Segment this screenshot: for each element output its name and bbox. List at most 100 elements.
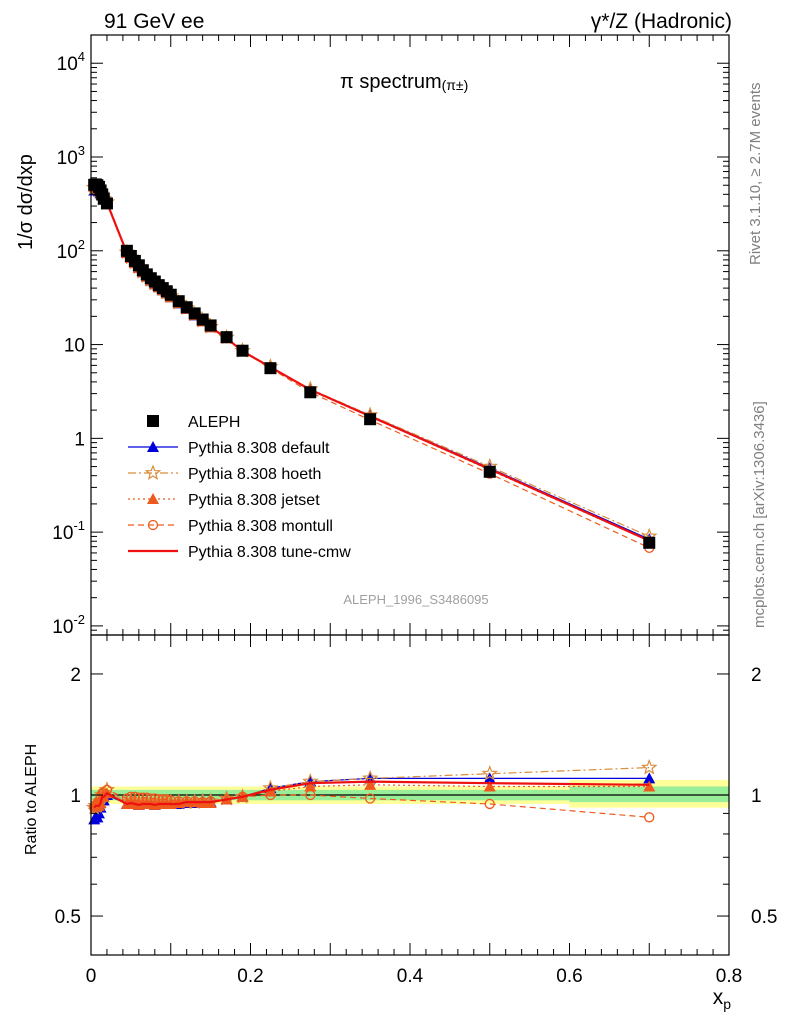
ratio-line (93, 780, 650, 809)
series-pythia-8-308-montull (89, 181, 655, 553)
legend-entry: Pythia 8.308 default (128, 440, 330, 457)
series-pythia-8-308-default (88, 183, 656, 545)
legend-marker (147, 493, 159, 504)
ratio-point (483, 780, 496, 792)
band-green (569, 786, 729, 803)
plot-title-text: π spectrum (340, 71, 442, 93)
side-label-top: Rivet 3.1.10, ≥ 2.7M events (747, 83, 764, 266)
ratio-series-layer (85, 758, 658, 825)
ratio-point (304, 780, 317, 792)
analysis-id: ALEPH_1996_S3486095 (343, 592, 488, 607)
series-pythia-8-308-tune-cmw (93, 185, 650, 542)
legend-label: Pythia 8.308 montull (188, 518, 333, 535)
ratio-point (643, 772, 656, 784)
main-plot-title: π spectrum(π±) (340, 71, 468, 93)
ratio-xtick-label: 0.4 (397, 966, 424, 987)
legend-label: Pythia 8.308 hoeth (188, 466, 321, 483)
main-ytick-label: 1 (74, 429, 85, 450)
side-label-bottom: mcplots.cern.ch [arXiv:1306.3436] (751, 401, 768, 628)
data-point (643, 536, 656, 549)
series-pythia-8-308-jetset (88, 180, 656, 547)
legend-entry: Pythia 8.308 hoeth (128, 464, 321, 483)
ratio-xtick-label: 0 (86, 966, 97, 987)
main-ylabel: 1/σ dσ/dxp (15, 154, 37, 250)
main-axes: 10-2 10-1 1 10 102 103 104 (52, 34, 730, 638)
data-point (483, 465, 496, 478)
legend-label: Pythia 8.308 tune-cmw (188, 544, 351, 561)
legend-marker (144, 464, 162, 481)
main-frame (90, 34, 730, 636)
ratio-xtick-label: 0.6 (556, 966, 582, 987)
data-point (264, 362, 277, 375)
ratio-point (92, 807, 105, 819)
ratio-point (149, 793, 160, 804)
legend-label: Pythia 8.308 jetset (188, 492, 320, 509)
data-point (364, 413, 377, 426)
ratio-point (640, 758, 658, 775)
main-panel: 10-2 10-1 1 10 102 103 104 π spectrum(π±) ALEP… (15, 34, 730, 638)
ratio-point (644, 812, 655, 823)
main-ytick-label: 102 (57, 237, 85, 263)
header-left: 91 GeV ee (104, 10, 204, 33)
plot-title-sub: (π±) (442, 77, 469, 93)
legend-marker (147, 441, 159, 452)
main-ytick-label: 104 (57, 49, 85, 75)
legend: ALEPH Pythia 8.308 default Pythia 8.308 ho… (128, 414, 351, 561)
ratio-ytick-label-right: 0.5 (751, 907, 777, 928)
ratio-point (484, 798, 495, 810)
ratio-panel: 0.5 0.5 1 1 2 2 0 0.2 0.4 0.6 0.8 Ratio to ALEPH x… (23, 634, 777, 1012)
main-ytick-label: 10 (64, 336, 85, 357)
ratio-frame (90, 634, 730, 956)
legend-label: ALEPH (188, 414, 240, 431)
data-point (220, 331, 233, 344)
main-ytick-label: 10-2 (52, 612, 85, 638)
ratio-xlabel-sub: p (723, 996, 731, 1012)
main-ytick-label: 10-1 (52, 518, 85, 544)
ratio-ytick-label: 2 (70, 665, 81, 686)
ratio-ytick-label: 0.5 (55, 907, 81, 928)
data-point (236, 344, 249, 357)
ratio-xlabel: xp (713, 986, 732, 1012)
ratio-ylabel: Ratio to ALEPH (23, 744, 40, 855)
ratio-point (364, 778, 377, 790)
ratio-point (481, 765, 498, 781)
series-line (93, 188, 650, 540)
series-aleph (88, 178, 656, 549)
data-point (304, 386, 317, 399)
ratio-axes: 0.5 0.5 1 1 2 2 0 0.2 0.4 0.6 0.8 (55, 635, 777, 987)
legend-label: Pythia 8.308 default (188, 440, 330, 457)
header-right: γ*/Z (Hadronic) (591, 10, 732, 33)
main-ylabel-text: 1/σ dσ/dxp (15, 154, 37, 250)
ratio-point (305, 789, 316, 801)
data-point (204, 319, 217, 332)
series-line (93, 186, 650, 549)
main-series-layer (85, 178, 658, 553)
ratio-ytick-label-right: 2 (751, 665, 762, 686)
ratio-point (133, 792, 145, 803)
main-ytick-label: 103 (57, 143, 85, 169)
ratio-point (643, 780, 656, 792)
series-line (93, 186, 650, 537)
ratio-ytick-label-right: 1 (751, 786, 762, 807)
legend-entry: ALEPH (147, 414, 240, 431)
data-point (100, 197, 113, 210)
ratio-point (141, 792, 152, 803)
ratio-point (125, 791, 137, 802)
legend-entry: Pythia 8.308 tune-cmw (128, 544, 351, 561)
series-line (93, 185, 650, 542)
ratio-point (137, 792, 148, 803)
legend-entry: Pythia 8.308 jetset (128, 492, 320, 509)
ratio-series-pythia-8-308-tune-cmw (93, 780, 650, 809)
legend-entry: Pythia 8.308 montull (128, 518, 333, 535)
ratio-xtick-label: 0.8 (716, 966, 742, 987)
ratio-point (173, 796, 184, 807)
ratio-point (483, 772, 496, 784)
ratio-ytick-label: 1 (70, 786, 81, 807)
ratio-xtick-label: 0.2 (237, 966, 263, 987)
legend-marker (147, 519, 159, 531)
series-line (93, 185, 650, 542)
ratio-point (129, 791, 141, 802)
series-pythia-8-308-hoeth (85, 178, 658, 544)
legend-marker (147, 415, 159, 427)
